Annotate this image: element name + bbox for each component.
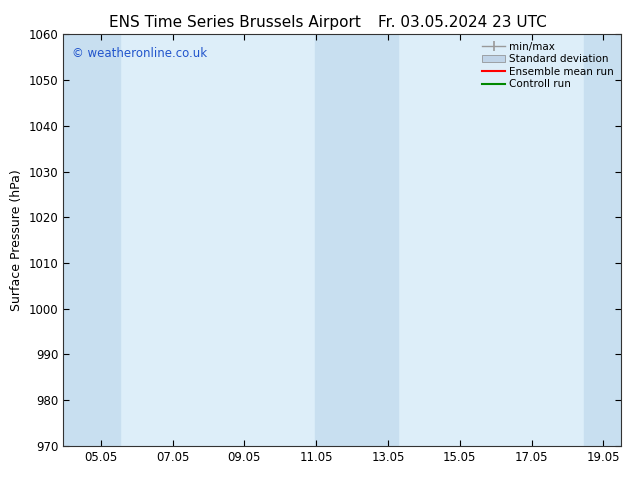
Legend: min/max, Standard deviation, Ensemble mean run, Controll run: min/max, Standard deviation, Ensemble me… — [480, 40, 616, 92]
Y-axis label: Surface Pressure (hPa): Surface Pressure (hPa) — [10, 169, 23, 311]
Text: © weatheronline.co.uk: © weatheronline.co.uk — [72, 47, 207, 60]
Text: ENS Time Series Brussels Airport: ENS Time Series Brussels Airport — [108, 15, 361, 30]
Bar — [63, 34, 120, 446]
Bar — [314, 34, 398, 446]
Text: Fr. 03.05.2024 23 UTC: Fr. 03.05.2024 23 UTC — [378, 15, 547, 30]
Bar — [584, 34, 621, 446]
